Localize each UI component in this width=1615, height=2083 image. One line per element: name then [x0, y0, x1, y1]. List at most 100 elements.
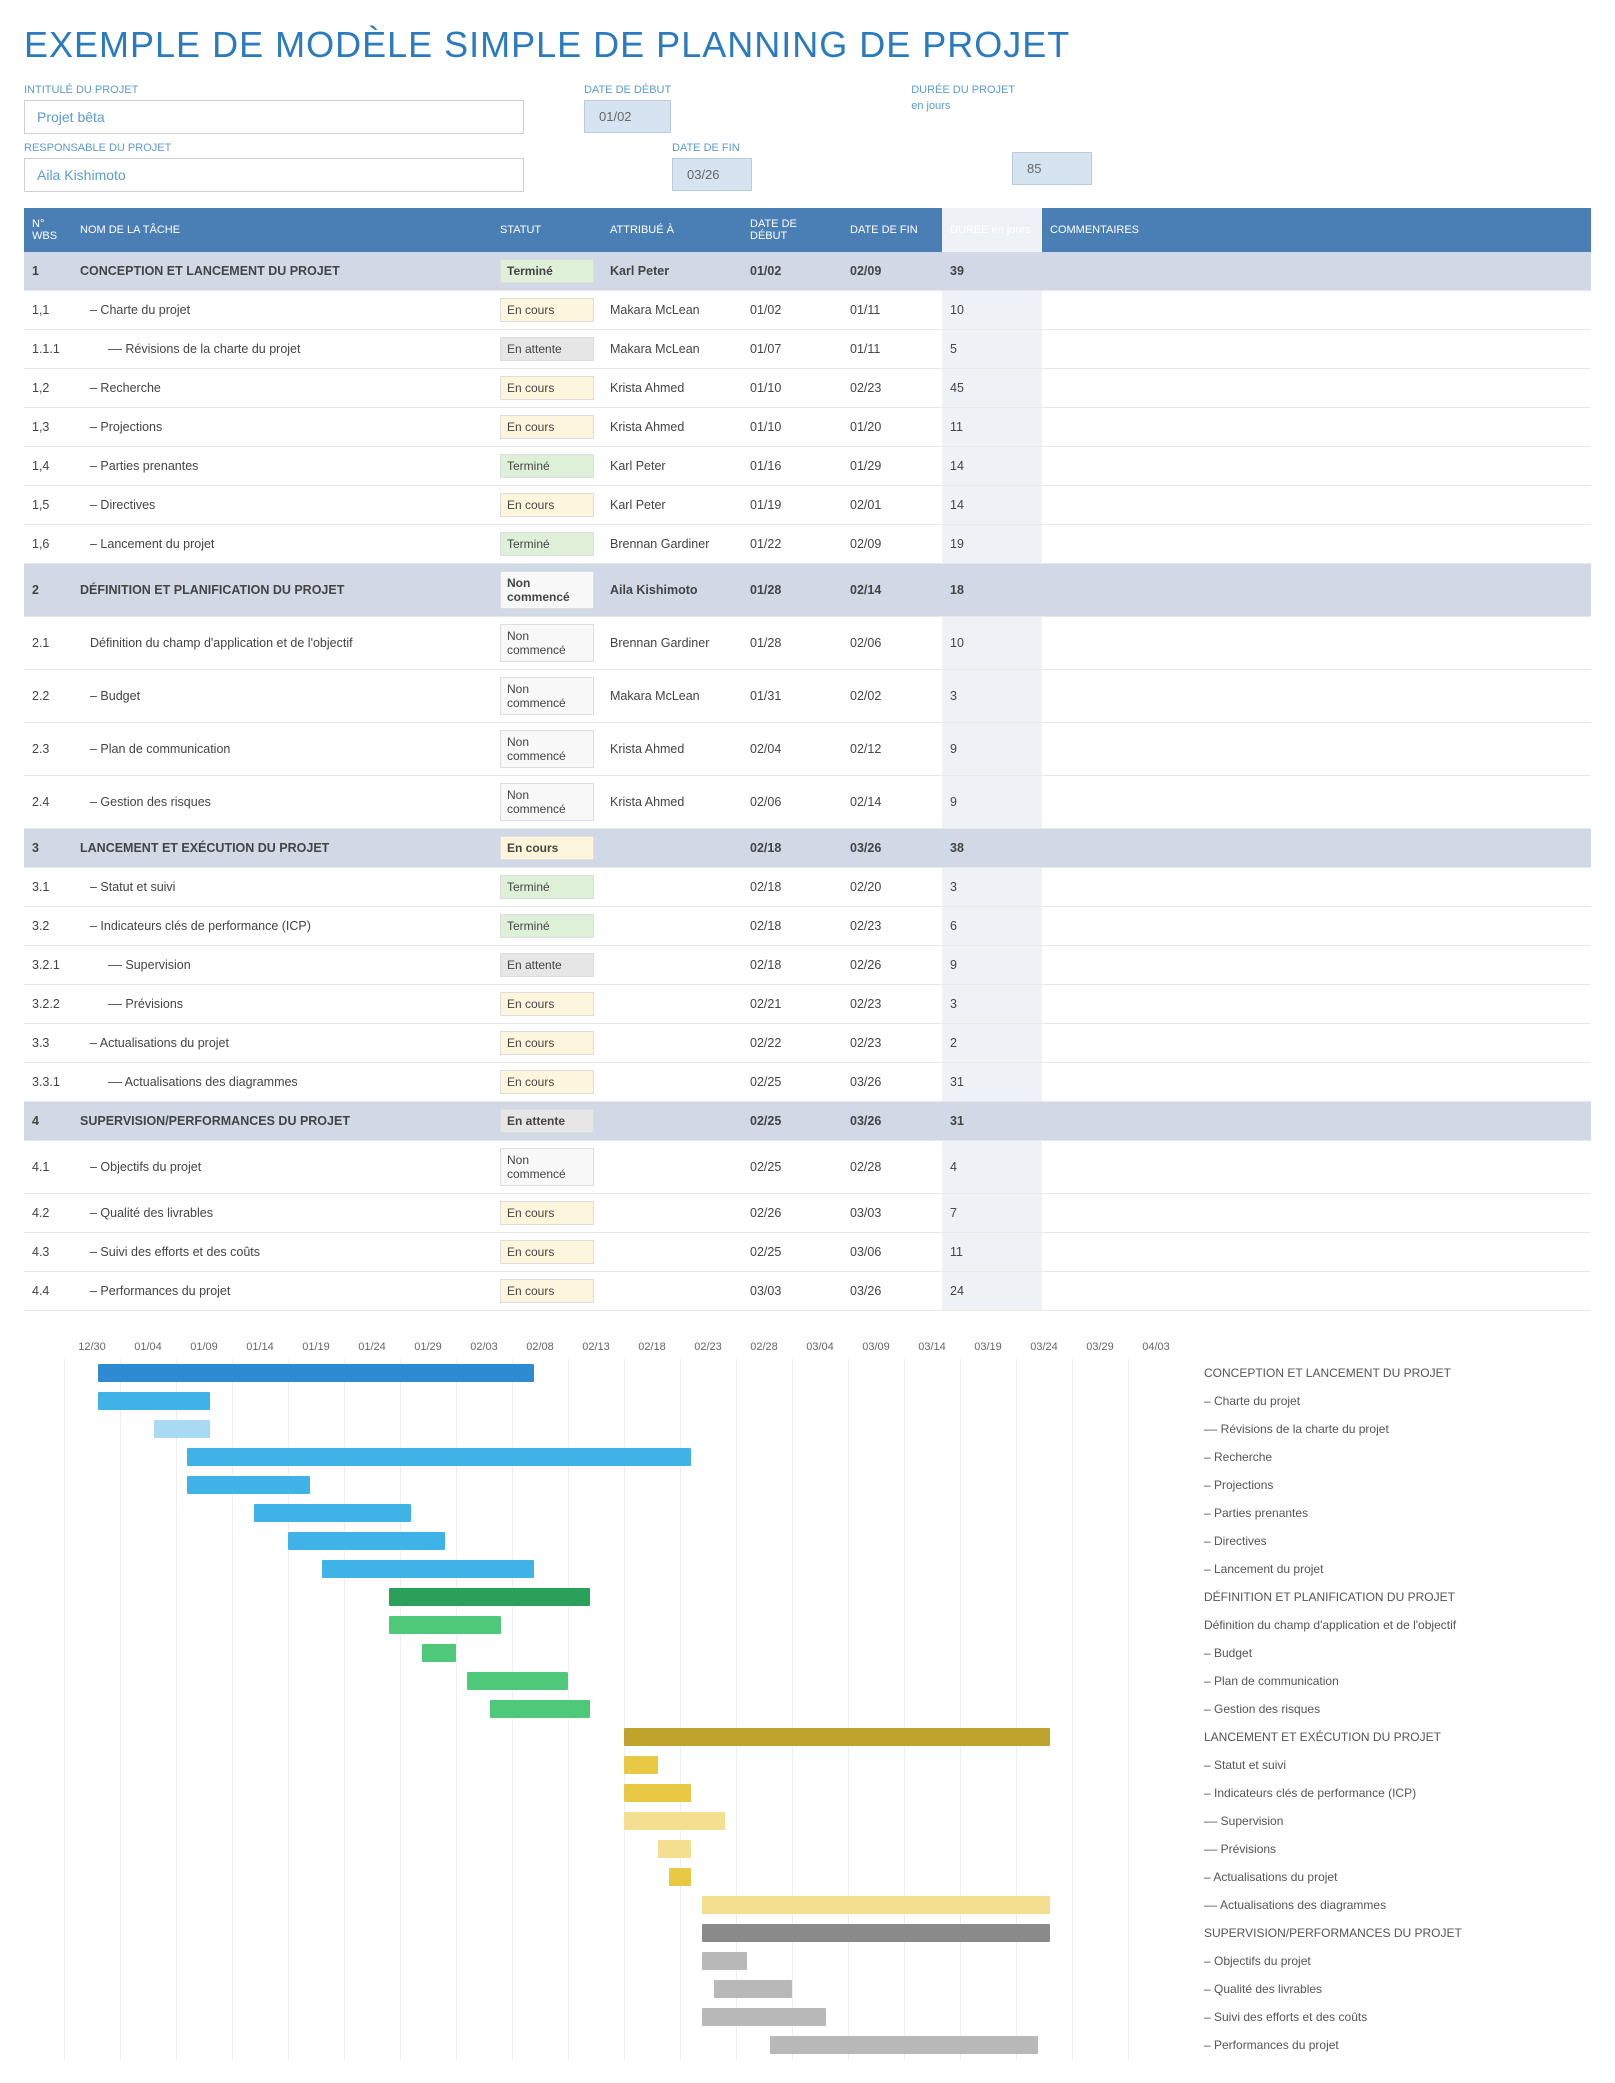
gantt-bar [187, 1448, 691, 1466]
cell-status[interactable]: En cours [492, 1233, 602, 1272]
cell-start: 03/03 [742, 1272, 842, 1311]
cell-assign [602, 1102, 742, 1141]
cell-status[interactable]: En cours [492, 1272, 602, 1311]
gantt-axis-tick: 01/14 [232, 1341, 288, 1353]
cell-start: 02/18 [742, 829, 842, 868]
cell-status[interactable]: Terminé [492, 907, 602, 946]
cell-status[interactable]: Terminé [492, 447, 602, 486]
cell-status[interactable]: Non commencé [492, 723, 602, 776]
cell-status[interactable]: En cours [492, 291, 602, 330]
gantt-axis-tick: 01/24 [344, 1341, 400, 1353]
cell-task: – Qualité des livrables [72, 1194, 492, 1233]
cell-status[interactable]: Terminé [492, 868, 602, 907]
cell-end: 02/14 [842, 776, 942, 829]
cell-status[interactable]: Non commencé [492, 617, 602, 670]
cell-status[interactable]: En cours [492, 1063, 602, 1102]
cell-comments[interactable] [1042, 670, 1591, 723]
cell-comments[interactable] [1042, 1024, 1591, 1063]
cell-comments[interactable] [1042, 1233, 1591, 1272]
cell-task: – Directives [72, 486, 492, 525]
cell-status[interactable]: En cours [492, 369, 602, 408]
cell-status[interactable]: Non commencé [492, 670, 602, 723]
cell-comments[interactable] [1042, 525, 1591, 564]
gantt-bar [467, 1672, 568, 1690]
cell-status[interactable]: Non commencé [492, 1141, 602, 1194]
gantt-axis-tick: 02/28 [736, 1341, 792, 1353]
cell-end: 02/23 [842, 907, 942, 946]
cell-status[interactable]: En cours [492, 829, 602, 868]
cell-comments[interactable] [1042, 985, 1591, 1024]
cell-comments[interactable] [1042, 252, 1591, 291]
manager-input[interactable] [24, 158, 524, 192]
duration-value: 85 [1012, 152, 1092, 185]
gantt-row-label: – Objectifs du projet [1204, 1947, 1462, 1975]
cell-comments[interactable] [1042, 291, 1591, 330]
cell-task: CONCEPTION ET LANCEMENT DU PROJET [72, 252, 492, 291]
cell-comments[interactable] [1042, 1141, 1591, 1194]
cell-assign: Makara McLean [602, 291, 742, 330]
table-row: 1,5– DirectivesEn coursKarl Peter01/1902… [24, 486, 1591, 525]
cell-comments[interactable] [1042, 408, 1591, 447]
cell-assign: Aila Kishimoto [602, 564, 742, 617]
cell-assign [602, 946, 742, 985]
cell-wbs: 3 [24, 829, 72, 868]
cell-task: – Charte du projet [72, 291, 492, 330]
cell-status[interactable]: En attente [492, 946, 602, 985]
col-dur-header: DURÉE en jours [942, 208, 1042, 252]
gantt-row-label: LANCEMENT ET EXÉCUTION DU PROJET [1204, 1723, 1462, 1751]
cell-comments[interactable] [1042, 723, 1591, 776]
cell-comments[interactable] [1042, 1272, 1591, 1311]
cell-assign: Krista Ahmed [602, 369, 742, 408]
gantt-row-label: –– Prévisions [1204, 1835, 1462, 1863]
cell-task: –– Révisions de la charte du projet [72, 330, 492, 369]
cell-start: 01/19 [742, 486, 842, 525]
cell-comments[interactable] [1042, 776, 1591, 829]
gantt-bar [322, 1560, 535, 1578]
gantt-row-label: DÉFINITION ET PLANIFICATION DU PROJET [1204, 1583, 1462, 1611]
cell-comments[interactable] [1042, 447, 1591, 486]
cell-end: 02/28 [842, 1141, 942, 1194]
cell-task: – Budget [72, 670, 492, 723]
cell-comments[interactable] [1042, 564, 1591, 617]
cell-status[interactable]: Non commencé [492, 776, 602, 829]
cell-comments[interactable] [1042, 868, 1591, 907]
gantt-labels: CONCEPTION ET LANCEMENT DU PROJET– Chart… [1204, 1359, 1462, 2059]
cell-comments[interactable] [1042, 486, 1591, 525]
project-name-input[interactable] [24, 100, 524, 134]
cell-status[interactable]: En cours [492, 1194, 602, 1233]
cell-comments[interactable] [1042, 1063, 1591, 1102]
table-row: 2.4– Gestion des risquesNon commencéKris… [24, 776, 1591, 829]
cell-status[interactable]: En cours [492, 985, 602, 1024]
cell-assign: Krista Ahmed [602, 776, 742, 829]
cell-wbs: 2.4 [24, 776, 72, 829]
cell-wbs: 3.2.2 [24, 985, 72, 1024]
cell-status[interactable]: En cours [492, 1024, 602, 1063]
cell-status[interactable]: En attente [492, 1102, 602, 1141]
cell-duration: 19 [942, 525, 1042, 564]
cell-duration: 5 [942, 330, 1042, 369]
cell-status[interactable]: Non commencé [492, 564, 602, 617]
cell-comments[interactable] [1042, 1194, 1591, 1233]
cell-wbs: 1,3 [24, 408, 72, 447]
cell-start: 02/25 [742, 1141, 842, 1194]
cell-comments[interactable] [1042, 907, 1591, 946]
cell-comments[interactable] [1042, 617, 1591, 670]
cell-status[interactable]: Terminé [492, 525, 602, 564]
cell-comments[interactable] [1042, 829, 1591, 868]
cell-assign [602, 829, 742, 868]
cell-wbs: 1,5 [24, 486, 72, 525]
cell-status[interactable]: Terminé [492, 252, 602, 291]
cell-duration: 2 [942, 1024, 1042, 1063]
cell-comments[interactable] [1042, 330, 1591, 369]
start-date-label: DATE DE DÉBUT [584, 84, 671, 96]
cell-duration: 9 [942, 723, 1042, 776]
cell-comments[interactable] [1042, 946, 1591, 985]
cell-comments[interactable] [1042, 369, 1591, 408]
gantt-axis-tick: 03/29 [1072, 1341, 1128, 1353]
cell-status[interactable]: En cours [492, 408, 602, 447]
cell-comments[interactable] [1042, 1102, 1591, 1141]
cell-start: 02/18 [742, 907, 842, 946]
cell-wbs: 3.3.1 [24, 1063, 72, 1102]
cell-status[interactable]: En cours [492, 486, 602, 525]
cell-status[interactable]: En attente [492, 330, 602, 369]
